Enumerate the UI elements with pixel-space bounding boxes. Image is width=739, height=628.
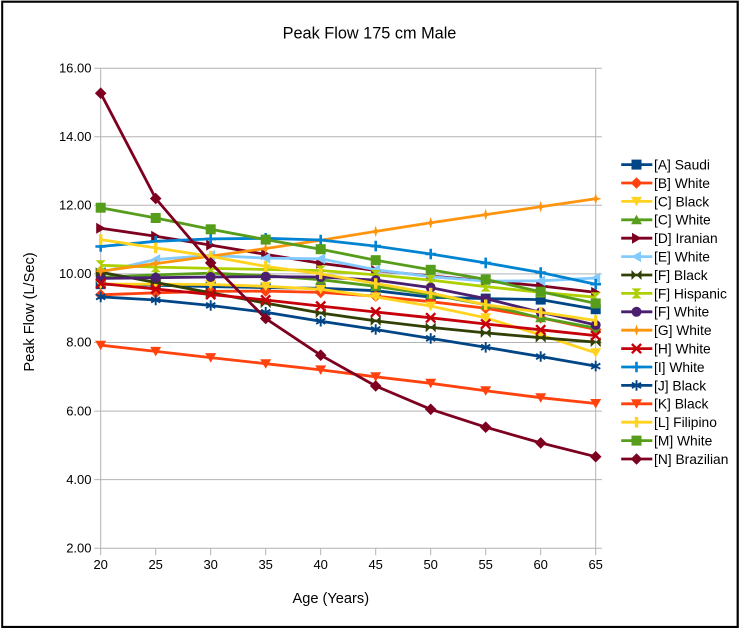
svg-text:Peak Flow 175 cm Male: Peak Flow 175 cm Male — [283, 25, 457, 43]
svg-text:25: 25 — [148, 557, 162, 572]
svg-text:60: 60 — [533, 557, 547, 572]
svg-text:Peak Flow (L/Sec): Peak Flow (L/Sec) — [22, 252, 38, 371]
svg-text:55: 55 — [478, 557, 492, 572]
svg-text:20: 20 — [93, 557, 107, 572]
svg-text:[B] White: [B] White — [654, 176, 710, 191]
svg-text:[F] White: [F] White — [654, 305, 710, 320]
svg-text:8.00: 8.00 — [66, 335, 91, 350]
svg-text:[F] Black: [F] Black — [654, 268, 708, 283]
svg-text:2.00: 2.00 — [66, 540, 91, 555]
svg-text:[H] White: [H] White — [654, 342, 711, 357]
svg-text:Age (Years): Age (Years) — [293, 591, 370, 607]
svg-text:45: 45 — [368, 557, 382, 572]
svg-text:[D] Iranian: [D] Iranian — [654, 231, 718, 246]
svg-text:10.00: 10.00 — [59, 266, 92, 281]
svg-text:[M] White: [M] White — [654, 434, 713, 449]
svg-text:[J] Black: [J] Black — [654, 378, 706, 393]
svg-text:12.00: 12.00 — [59, 198, 92, 213]
svg-text:16.00: 16.00 — [59, 60, 92, 75]
svg-text:[F] Hispanic: [F] Hispanic — [654, 286, 727, 301]
svg-text:[K] Black: [K] Black — [654, 397, 709, 412]
svg-text:[I] White: [I] White — [654, 360, 705, 375]
svg-text:30: 30 — [203, 557, 217, 572]
svg-text:[L] Filipino: [L] Filipino — [654, 415, 717, 430]
svg-text:[G] White: [G] White — [654, 323, 712, 338]
svg-text:[A] Saudi: [A] Saudi — [654, 158, 710, 173]
svg-text:4.00: 4.00 — [66, 472, 91, 487]
svg-text:50: 50 — [423, 557, 437, 572]
svg-text:65: 65 — [588, 557, 602, 572]
svg-text:35: 35 — [258, 557, 272, 572]
svg-text:[E] White: [E] White — [654, 250, 710, 265]
svg-text:14.00: 14.00 — [59, 129, 92, 144]
svg-text:6.00: 6.00 — [66, 403, 91, 418]
svg-text:[N] Brazilian: [N] Brazilian — [654, 452, 728, 467]
svg-text:[C] Black: [C] Black — [654, 194, 709, 209]
svg-text:40: 40 — [313, 557, 327, 572]
svg-text:[C] White: [C] White — [654, 213, 711, 228]
